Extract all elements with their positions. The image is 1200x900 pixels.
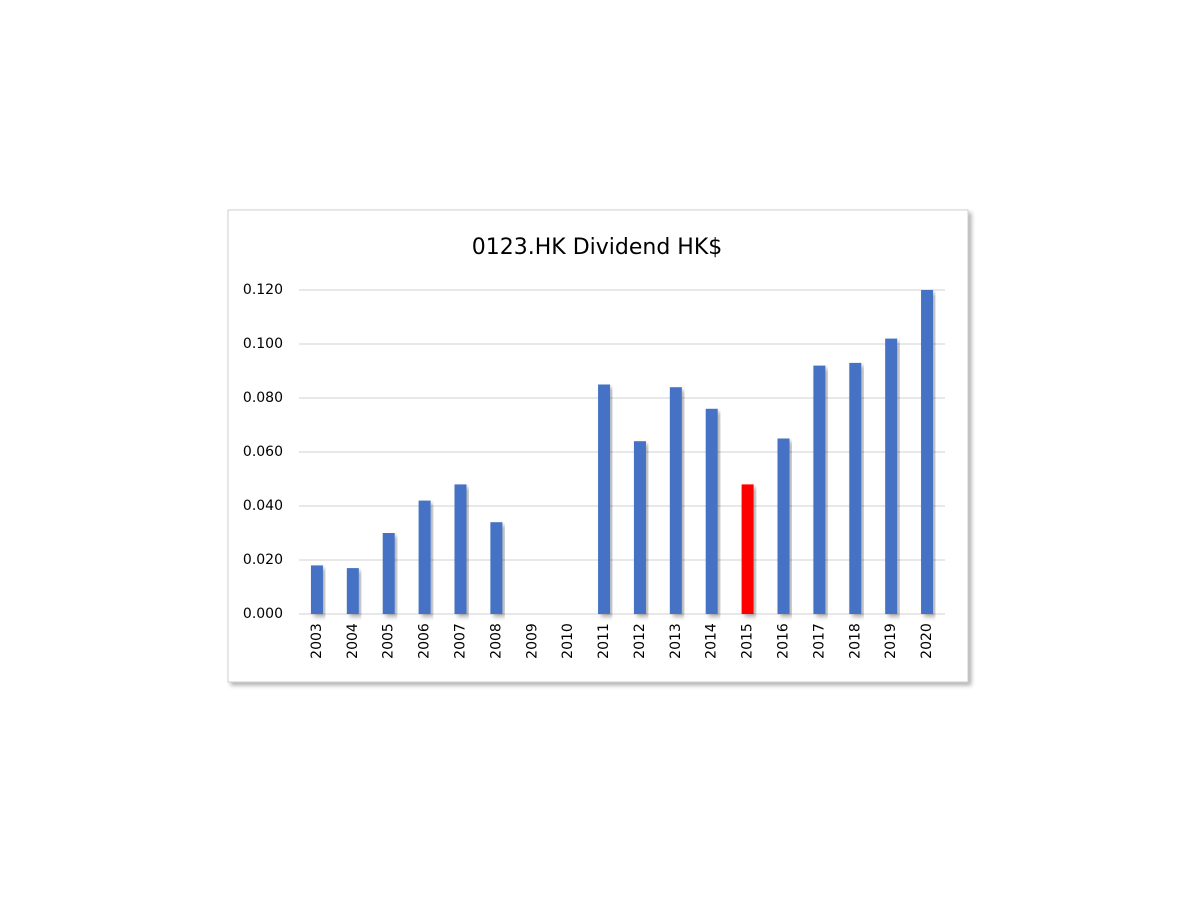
y-tick-label: 0.020 bbox=[243, 552, 283, 568]
x-tick-label: 2012 bbox=[632, 623, 648, 659]
x-tick-label: 2020 bbox=[919, 623, 935, 659]
bar bbox=[490, 522, 503, 614]
y-tick-label: 0.120 bbox=[243, 282, 283, 298]
x-tick-label: 2013 bbox=[668, 623, 684, 659]
x-tick-label: 2005 bbox=[381, 623, 397, 659]
bar bbox=[813, 365, 826, 614]
bar bbox=[777, 438, 790, 614]
x-tick-label: 2011 bbox=[596, 623, 612, 659]
bar bbox=[885, 338, 898, 614]
x-tick-label: 2019 bbox=[883, 623, 899, 659]
bar bbox=[633, 441, 646, 614]
x-tick-label: 2003 bbox=[309, 623, 325, 659]
x-tick-label: 2018 bbox=[847, 623, 863, 659]
bar bbox=[921, 290, 934, 614]
bar bbox=[705, 408, 718, 614]
x-tick-label: 2009 bbox=[524, 623, 540, 659]
bar bbox=[669, 387, 682, 614]
x-tick-label: 2015 bbox=[740, 623, 756, 659]
y-tick-label: 0.040 bbox=[243, 498, 283, 514]
x-tick-label: 2006 bbox=[417, 623, 433, 659]
x-tick-label: 2007 bbox=[453, 623, 469, 659]
x-tick-label: 2016 bbox=[776, 623, 792, 659]
bar bbox=[382, 533, 395, 614]
bar bbox=[418, 500, 431, 614]
y-tick-label: 0.060 bbox=[243, 444, 283, 460]
y-tick-label: 0.080 bbox=[243, 390, 283, 406]
x-tick-label: 2008 bbox=[488, 623, 504, 659]
bar bbox=[310, 565, 323, 614]
y-tick-label: 0.100 bbox=[243, 336, 283, 352]
x-tick-label: 2010 bbox=[560, 623, 576, 659]
bar bbox=[454, 484, 467, 614]
bar bbox=[598, 384, 611, 614]
bar bbox=[849, 362, 862, 614]
x-tick-label: 2017 bbox=[811, 623, 827, 659]
y-tick-label: 0.000 bbox=[243, 606, 283, 622]
bar bbox=[741, 484, 754, 614]
chart-title: 0123.HK Dividend HK$ bbox=[472, 235, 723, 260]
x-tick-label: 2004 bbox=[345, 623, 361, 659]
x-tick-label: 2014 bbox=[704, 623, 720, 659]
bar bbox=[346, 568, 359, 614]
